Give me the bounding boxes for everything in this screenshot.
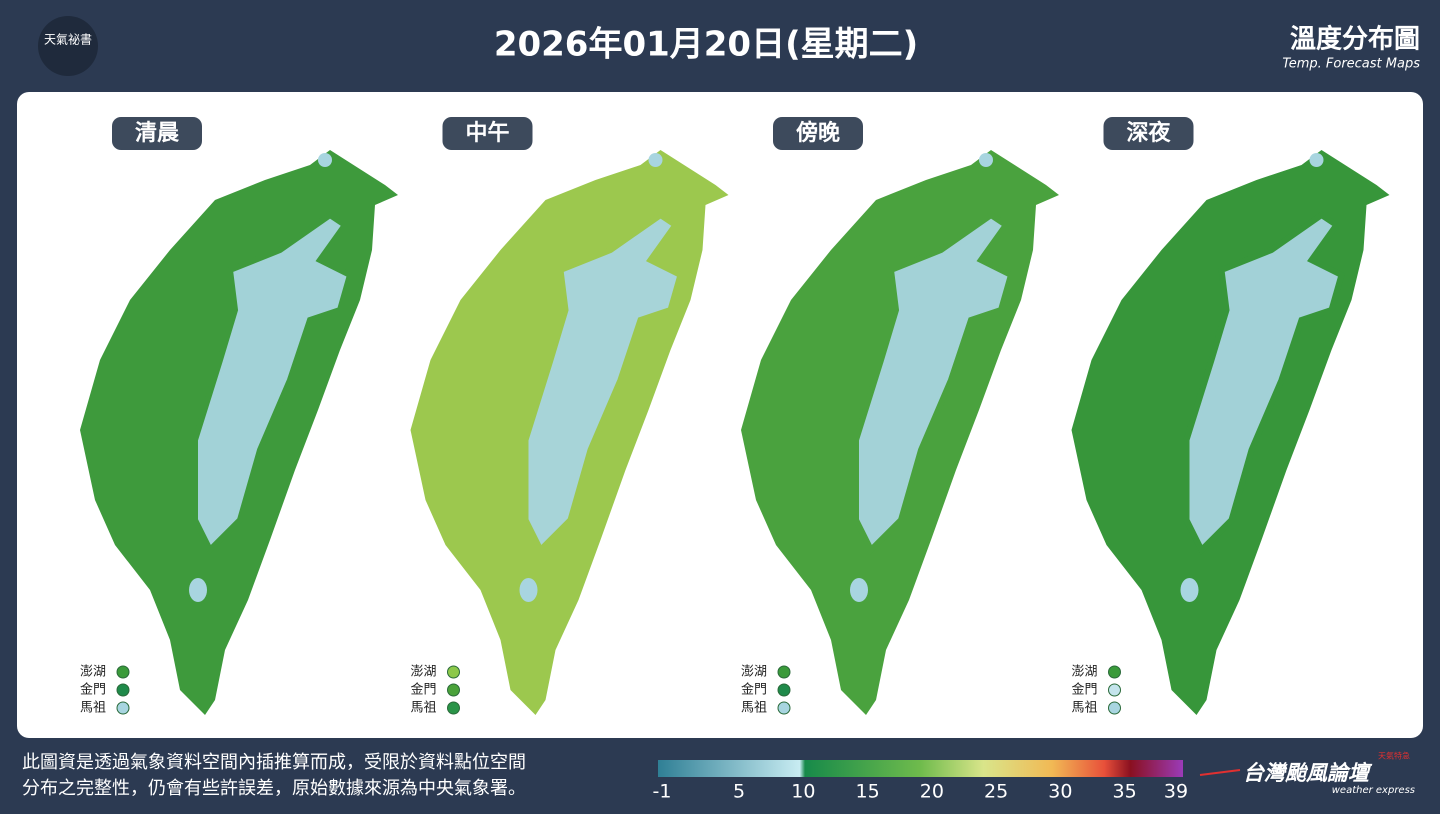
- map-title: 溫度分布圖: [1290, 24, 1420, 55]
- brand-stroke: [1199, 769, 1241, 776]
- cold-spot: [648, 153, 663, 167]
- brand-tag: 天氣特急: [1378, 751, 1410, 761]
- colorbar-ticks: -1 5 10 15 20 25 30 35 39: [653, 781, 1189, 803]
- island-name: 馬祖: [1072, 701, 1098, 716]
- logo-badge: [38, 16, 98, 76]
- cold-spot: [318, 153, 332, 167]
- panel-label: 清晨: [135, 120, 180, 146]
- colorbar: [658, 760, 1183, 777]
- cold-spot: [850, 578, 868, 602]
- colorbar-tick: 5: [733, 781, 745, 803]
- label-pill: [112, 117, 202, 150]
- label-pill: [773, 117, 863, 150]
- panel-label: 傍晚: [796, 120, 840, 146]
- note-line: 分布之完整性，仍會有些許誤差，原始數據來源為中央氣象署。: [22, 778, 526, 799]
- island-name: 金門: [1072, 682, 1098, 698]
- note-line: 此圖資是透過氣象資料空間內插推算而成，受限於資料點位空間: [22, 752, 526, 773]
- panel-label: 深夜: [1126, 120, 1171, 146]
- island-name: 澎湖: [411, 665, 437, 680]
- island-name: 澎湖: [741, 665, 767, 680]
- island-dot: [116, 665, 130, 679]
- island-dot: [777, 683, 791, 697]
- brand: 台灣颱風論壇: [1243, 761, 1373, 785]
- island-dot: [1108, 701, 1121, 715]
- island-name: 金門: [411, 682, 437, 698]
- label-pill: [1103, 117, 1194, 150]
- island-dot: [116, 683, 130, 697]
- cold-spot: [1180, 578, 1199, 602]
- colorbar-tick: 35: [1113, 781, 1137, 803]
- main-title: 2026年01月20日(星期二): [494, 25, 918, 65]
- island-name: 澎湖: [1072, 665, 1098, 680]
- island-dot: [777, 665, 791, 679]
- colorbar-tick: 15: [856, 781, 880, 803]
- island-dot: [447, 683, 460, 697]
- island-dot: [447, 665, 460, 679]
- colorbar-tick: 10: [791, 781, 815, 803]
- cold-spot: [1309, 153, 1324, 167]
- island-dot: [1108, 683, 1121, 697]
- island-name: 馬祖: [80, 701, 106, 716]
- cold-spot: [519, 578, 538, 602]
- colorbar-tick: -1: [653, 781, 672, 803]
- cold-spot: [189, 578, 207, 602]
- island-name: 馬祖: [741, 701, 767, 716]
- island-name: 澎湖: [80, 665, 106, 680]
- island-dot: [447, 701, 460, 715]
- island-name: 馬祖: [411, 701, 437, 716]
- logo-text: 天氣祕書: [44, 33, 92, 47]
- panel-label: 中午: [465, 120, 509, 146]
- island-dot: [1108, 665, 1121, 679]
- colorbar-tick: 20: [920, 781, 944, 803]
- island-name: 金門: [741, 682, 767, 698]
- colorbar-tick: 30: [1048, 781, 1072, 803]
- brand-sub: weather express: [1332, 785, 1415, 796]
- island-name: 金門: [80, 682, 106, 698]
- map-subtitle: Temp. Forecast Maps: [1282, 57, 1420, 72]
- label-pill: [442, 117, 533, 150]
- colorbar-tick: 39: [1164, 781, 1188, 803]
- island-dot: [777, 701, 791, 715]
- colorbar-tick: 25: [984, 781, 1008, 803]
- cold-spot: [979, 153, 993, 167]
- island-dot: [116, 701, 130, 715]
